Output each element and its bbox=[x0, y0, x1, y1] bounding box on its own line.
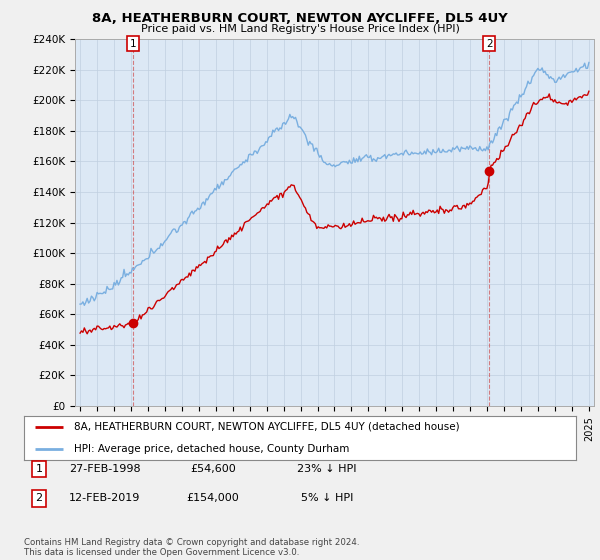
Text: 2: 2 bbox=[35, 493, 43, 503]
Text: 8A, HEATHERBURN COURT, NEWTON AYCLIFFE, DL5 4UY (detached house): 8A, HEATHERBURN COURT, NEWTON AYCLIFFE, … bbox=[74, 422, 460, 432]
Text: 23% ↓ HPI: 23% ↓ HPI bbox=[297, 464, 357, 474]
Text: £54,600: £54,600 bbox=[190, 464, 236, 474]
Text: 8A, HEATHERBURN COURT, NEWTON AYCLIFFE, DL5 4UY: 8A, HEATHERBURN COURT, NEWTON AYCLIFFE, … bbox=[92, 12, 508, 25]
Text: Price paid vs. HM Land Registry's House Price Index (HPI): Price paid vs. HM Land Registry's House … bbox=[140, 24, 460, 34]
Text: 2: 2 bbox=[486, 39, 493, 49]
Text: Contains HM Land Registry data © Crown copyright and database right 2024.
This d: Contains HM Land Registry data © Crown c… bbox=[24, 538, 359, 557]
Text: 1: 1 bbox=[130, 39, 136, 49]
Text: HPI: Average price, detached house, County Durham: HPI: Average price, detached house, Coun… bbox=[74, 444, 349, 454]
Text: 1: 1 bbox=[35, 464, 43, 474]
Text: 12-FEB-2019: 12-FEB-2019 bbox=[70, 493, 140, 503]
Text: 27-FEB-1998: 27-FEB-1998 bbox=[69, 464, 141, 474]
Text: £154,000: £154,000 bbox=[187, 493, 239, 503]
Text: 5% ↓ HPI: 5% ↓ HPI bbox=[301, 493, 353, 503]
